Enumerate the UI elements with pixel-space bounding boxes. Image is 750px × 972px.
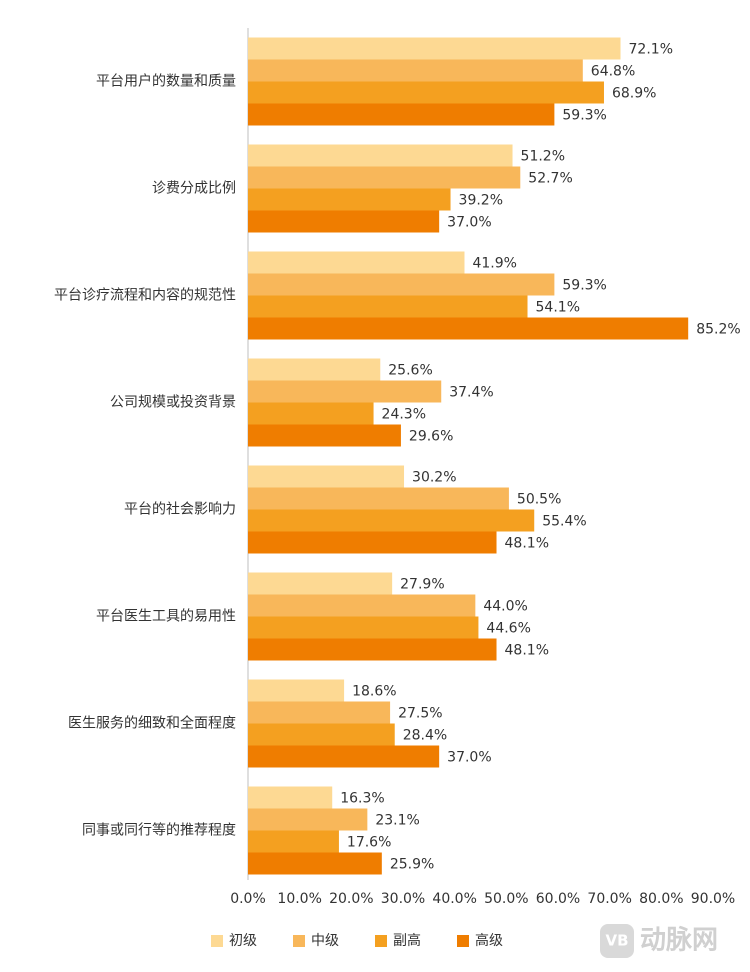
- category-label: 平台用户的数量和质量: [96, 73, 236, 90]
- bar: [248, 594, 476, 617]
- value-label: 27.9%: [400, 577, 444, 593]
- category-label: 诊费分成比例: [152, 181, 236, 197]
- value-label: 72.1%: [629, 42, 673, 58]
- bar: [248, 59, 583, 82]
- value-label: 17.6%: [347, 835, 391, 851]
- bar: [248, 465, 405, 488]
- value-label: 44.6%: [486, 621, 530, 637]
- bar: [248, 745, 440, 768]
- value-label: 64.8%: [591, 64, 635, 80]
- value-label: 28.4%: [403, 728, 447, 744]
- x-tick-label: 80.0%: [639, 891, 683, 907]
- bar: [248, 273, 555, 296]
- value-label: 37.0%: [447, 750, 491, 766]
- value-label: 24.3%: [382, 407, 426, 423]
- value-label: 29.6%: [409, 429, 453, 445]
- category-label: 平台诊疗流程和内容的规范性: [54, 287, 236, 304]
- value-label: 59.3%: [562, 278, 606, 294]
- value-label: 30.2%: [412, 470, 456, 486]
- x-tick-label: 20.0%: [329, 891, 373, 907]
- bar: [248, 188, 451, 211]
- bar: [248, 786, 333, 809]
- bar: [248, 830, 339, 853]
- value-label: 48.1%: [505, 536, 549, 552]
- value-label: 25.6%: [388, 363, 432, 379]
- value-label: 27.5%: [398, 706, 442, 722]
- legend-label: 初级: [229, 932, 257, 949]
- value-label: 18.6%: [352, 684, 396, 700]
- value-label: 16.3%: [340, 791, 384, 807]
- value-label: 51.2%: [521, 149, 565, 165]
- bar: [248, 380, 442, 403]
- bar: [248, 852, 382, 875]
- watermark-logo: VB: [605, 932, 628, 950]
- legend-label: 中级: [311, 933, 339, 949]
- watermark: 动脉网: [640, 926, 718, 956]
- value-label: 44.0%: [483, 599, 527, 615]
- bar: [248, 37, 621, 60]
- value-label: 39.2%: [459, 193, 503, 209]
- logo-box: [600, 924, 634, 958]
- bar: [248, 572, 393, 595]
- legend-swatch: [293, 935, 305, 947]
- x-tick-label: 10.0%: [277, 891, 321, 907]
- value-label: 59.3%: [562, 108, 606, 124]
- bar: [248, 616, 479, 639]
- value-label: 37.0%: [447, 215, 491, 231]
- x-tick-label: 70.0%: [587, 891, 631, 907]
- category-label: 医生服务的细致和全面程度: [68, 715, 236, 732]
- bar: [248, 295, 528, 318]
- x-tick-label: 90.0%: [691, 891, 735, 907]
- value-label: 41.9%: [472, 256, 516, 272]
- x-tick-label: 40.0%: [432, 891, 476, 907]
- value-label: 85.2%: [696, 322, 740, 338]
- value-label: 48.1%: [505, 643, 549, 659]
- bar: [248, 103, 555, 126]
- bar: [248, 638, 497, 661]
- bar: [248, 144, 513, 167]
- category-label: 平台医生工具的易用性: [96, 609, 236, 625]
- value-label: 50.5%: [517, 492, 561, 508]
- bar: [248, 679, 345, 702]
- legend-label: 副高: [393, 932, 421, 949]
- legend-swatch: [211, 935, 223, 947]
- bar: [248, 358, 381, 381]
- x-tick-label: 50.0%: [484, 891, 528, 907]
- x-tick-label: 0.0%: [230, 891, 266, 907]
- bar: [248, 81, 604, 104]
- bar: [248, 424, 401, 447]
- bar: [248, 701, 391, 724]
- value-label: 37.4%: [449, 385, 493, 401]
- x-tick-label: 60.0%: [536, 891, 580, 907]
- bar: [248, 210, 440, 233]
- bar: [248, 509, 535, 532]
- bar: [248, 531, 497, 554]
- legend-swatch: [457, 935, 469, 947]
- value-label: 25.9%: [390, 857, 434, 873]
- bar: [248, 402, 374, 425]
- value-label: 54.1%: [536, 300, 580, 316]
- bar: [248, 808, 368, 831]
- bar: [248, 166, 521, 189]
- value-label: 55.4%: [542, 514, 586, 530]
- legend-swatch: [375, 935, 387, 947]
- x-tick-label: 30.0%: [381, 891, 425, 907]
- value-label: 23.1%: [375, 813, 419, 829]
- bar: [248, 487, 509, 510]
- category-label: 平台的社会影响力: [124, 502, 236, 518]
- category-label: 公司规模或投资背景: [110, 395, 236, 411]
- category-label: 同事或同行等的推荐程度: [82, 822, 236, 839]
- value-label: 52.7%: [528, 171, 572, 187]
- bar: [248, 317, 689, 340]
- value-label: 68.9%: [612, 86, 656, 102]
- bar: [248, 251, 465, 274]
- bar: [248, 723, 395, 746]
- legend-label: 高级: [475, 932, 503, 949]
